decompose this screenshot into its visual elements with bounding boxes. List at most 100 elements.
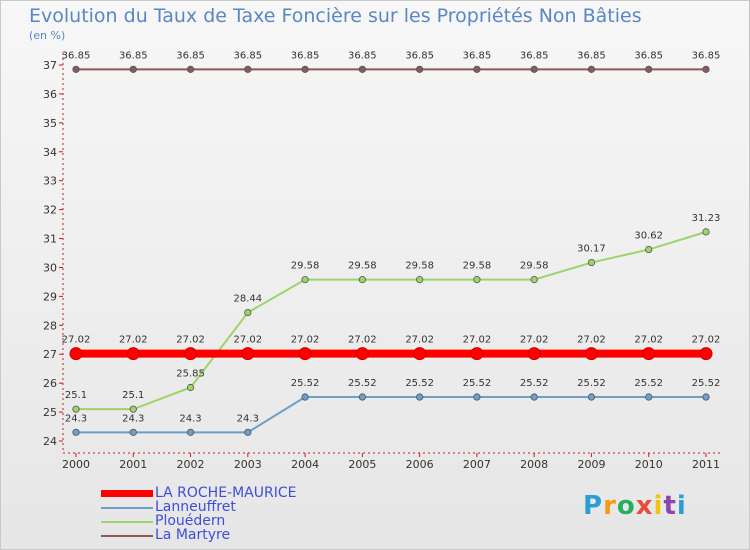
data-label: 30.17 [577, 244, 606, 255]
data-label: 36.85 [405, 50, 434, 61]
data-label: 25.52 [348, 378, 377, 389]
data-label: 28.44 [233, 294, 262, 305]
x-tick-label: 2004 [291, 458, 319, 471]
data-point [470, 347, 484, 361]
data-label: 24.3 [65, 413, 87, 424]
y-tick-label: 30 [43, 261, 57, 274]
data-point [186, 383, 195, 392]
data-point [69, 347, 83, 361]
x-tick-label: 2007 [463, 458, 491, 471]
y-tick-label: 33 [43, 175, 57, 188]
data-point [244, 308, 252, 317]
legend-swatch [101, 507, 153, 509]
y-tick-label: 26 [43, 377, 57, 390]
x-tick-label: 2008 [520, 458, 548, 471]
y-tick-label: 31 [43, 233, 57, 246]
data-label: 36.85 [291, 50, 320, 61]
data-label: 36.85 [348, 50, 377, 61]
data-point [473, 276, 481, 284]
x-tick-label: 2002 [177, 458, 205, 471]
data-label: 29.58 [291, 261, 320, 272]
legend-label: Plouédern [155, 513, 226, 529]
data-label: 24.3 [122, 413, 144, 424]
data-point [584, 347, 598, 361]
x-tick-label: 2009 [577, 458, 605, 471]
data-label: 24.3 [237, 413, 259, 424]
data-point [416, 393, 424, 401]
y-tick-label: 34 [43, 146, 57, 159]
x-tick-label: 2011 [692, 458, 720, 471]
data-point [645, 65, 653, 73]
y-tick-label: 28 [43, 319, 57, 332]
data-point [72, 65, 80, 73]
data-label: 36.85 [634, 50, 663, 61]
data-label: 31.23 [692, 213, 721, 224]
brand-logo: Proxiti [583, 491, 687, 521]
brand-letter: i [676, 491, 687, 521]
series-line-plou-dern [76, 230, 707, 411]
data-label: 27.02 [119, 335, 148, 346]
data-point [473, 393, 481, 401]
data-label: 36.85 [692, 50, 721, 61]
data-point [184, 347, 198, 361]
data-point [416, 65, 424, 73]
data-label: 25.52 [405, 378, 434, 389]
data-label: 25.52 [577, 378, 606, 389]
data-point [358, 65, 366, 73]
legend-label: Lanneuffret [155, 499, 236, 515]
data-point [358, 393, 366, 401]
data-label: 36.85 [119, 50, 148, 61]
data-label: 30.62 [634, 231, 663, 242]
data-label: 36.85 [176, 50, 205, 61]
data-label: 29.58 [520, 261, 549, 272]
brand-letter: o [616, 491, 636, 521]
legend-swatch [101, 535, 153, 537]
data-point [358, 276, 366, 284]
data-label: 27.02 [348, 335, 377, 346]
data-label: 27.02 [291, 335, 320, 346]
data-label: 27.02 [692, 335, 721, 346]
y-tick-label: 29 [43, 290, 57, 303]
data-label: 27.02 [405, 335, 434, 346]
data-label: 27.02 [463, 335, 492, 346]
data-label: 25.52 [692, 378, 721, 389]
x-tick-label: 2010 [635, 458, 663, 471]
y-tick-label: 32 [43, 204, 57, 217]
data-point [645, 245, 653, 254]
data-point [129, 428, 137, 436]
data-point [72, 405, 80, 413]
legend-label: LA ROCHE-MAURICE [155, 485, 297, 501]
data-point [473, 65, 481, 73]
data-point [642, 347, 656, 361]
data-label: 24.3 [179, 413, 201, 424]
data-point [587, 65, 596, 73]
data-label: 25.52 [463, 378, 492, 389]
data-point [416, 276, 424, 284]
data-point [527, 347, 541, 361]
data-point [186, 65, 195, 73]
data-point [241, 347, 255, 361]
data-label: 25.85 [176, 368, 205, 379]
data-label: 36.85 [577, 50, 606, 61]
data-point [702, 65, 710, 73]
data-point [645, 393, 653, 401]
data-point [129, 405, 137, 413]
chart-unit-label: (en %) [29, 29, 66, 42]
data-label: 36.85 [463, 50, 492, 61]
data-point [186, 428, 195, 436]
y-tick-label: 36 [43, 88, 57, 101]
data-label: 29.58 [348, 261, 377, 272]
data-point [530, 393, 538, 401]
data-label: 36.85 [62, 50, 91, 61]
data-point [702, 228, 710, 236]
legend-label: La Martyre [155, 527, 231, 543]
data-label: 36.85 [233, 50, 262, 61]
data-point [301, 393, 309, 401]
data-point [72, 428, 80, 436]
data-label: 25.52 [291, 378, 320, 389]
brand-letter: P [583, 491, 604, 521]
y-tick-label: 27 [43, 348, 57, 361]
data-point [530, 65, 538, 73]
